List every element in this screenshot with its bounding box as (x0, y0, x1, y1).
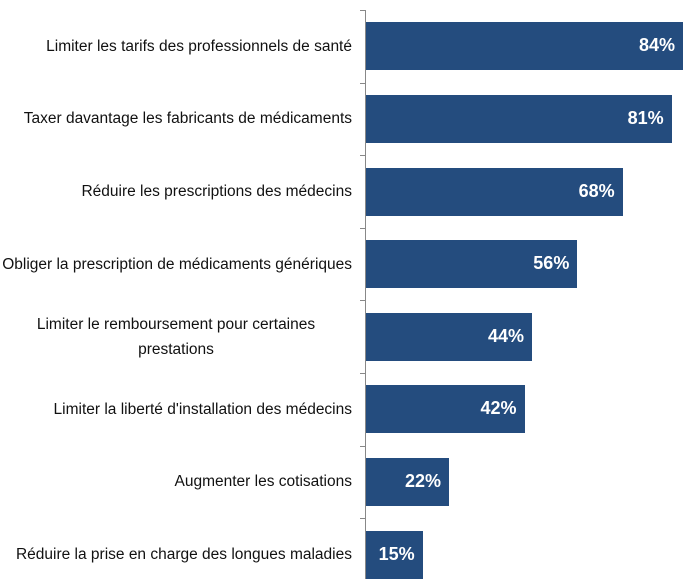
axis-tick (360, 518, 365, 520)
category-label: Réduire les prescriptions des médecins (0, 155, 352, 228)
value-label: 15% (378, 543, 415, 564)
category-label: Taxer davantage les fabricants de médica… (0, 83, 352, 156)
value-label: 68% (578, 180, 615, 201)
axis-tick (360, 82, 365, 84)
axis-tick (360, 445, 365, 447)
axis-tick (360, 227, 365, 229)
axis-tick (360, 155, 365, 157)
bar (366, 530, 423, 579)
category-text: Réduire la prise en charge des longues m… (15, 545, 352, 563)
bar (366, 94, 672, 143)
value-label: 42% (480, 398, 517, 419)
category-label: Limiter le remboursement pour certaines … (0, 300, 352, 373)
bar (366, 240, 578, 289)
category-text: Obliger la prescription de médicaments g… (2, 255, 352, 273)
category-text: Limiter les tarifs des professionnels de… (46, 37, 352, 55)
category-label: Limiter la liberté d'installation des mé… (0, 373, 352, 446)
axis-tick (360, 300, 365, 302)
category-text: Augmenter les cotisations (174, 473, 352, 491)
value-label: 81% (627, 107, 664, 128)
value-label: 44% (488, 325, 525, 346)
category-label: Obliger la prescription de médicaments g… (0, 228, 352, 301)
axis-tick (360, 373, 365, 374)
value-label: 56% (533, 253, 570, 274)
value-label: 22% (404, 470, 442, 491)
value-label: 84% (638, 35, 675, 56)
bar (366, 22, 683, 71)
category-label: Limiter les tarifs des professionnels de… (0, 10, 352, 83)
axis-line (365, 10, 366, 579)
bar (366, 167, 623, 216)
axis-tick (360, 10, 365, 11)
bar (366, 457, 450, 506)
category-text: Réduire les prescriptions des médecins (81, 182, 352, 200)
category-text: Limiter la liberté d'installation des mé… (53, 400, 352, 418)
bar (366, 312, 533, 361)
category-text: Limiter le remboursement pour certaines … (36, 315, 316, 358)
category-text: Taxer davantage les fabricants de médica… (23, 110, 352, 128)
bar (366, 385, 525, 434)
category-label: Réduire la prise en charge des longues m… (0, 518, 352, 579)
category-label: Augmenter les cotisations (0, 446, 352, 519)
